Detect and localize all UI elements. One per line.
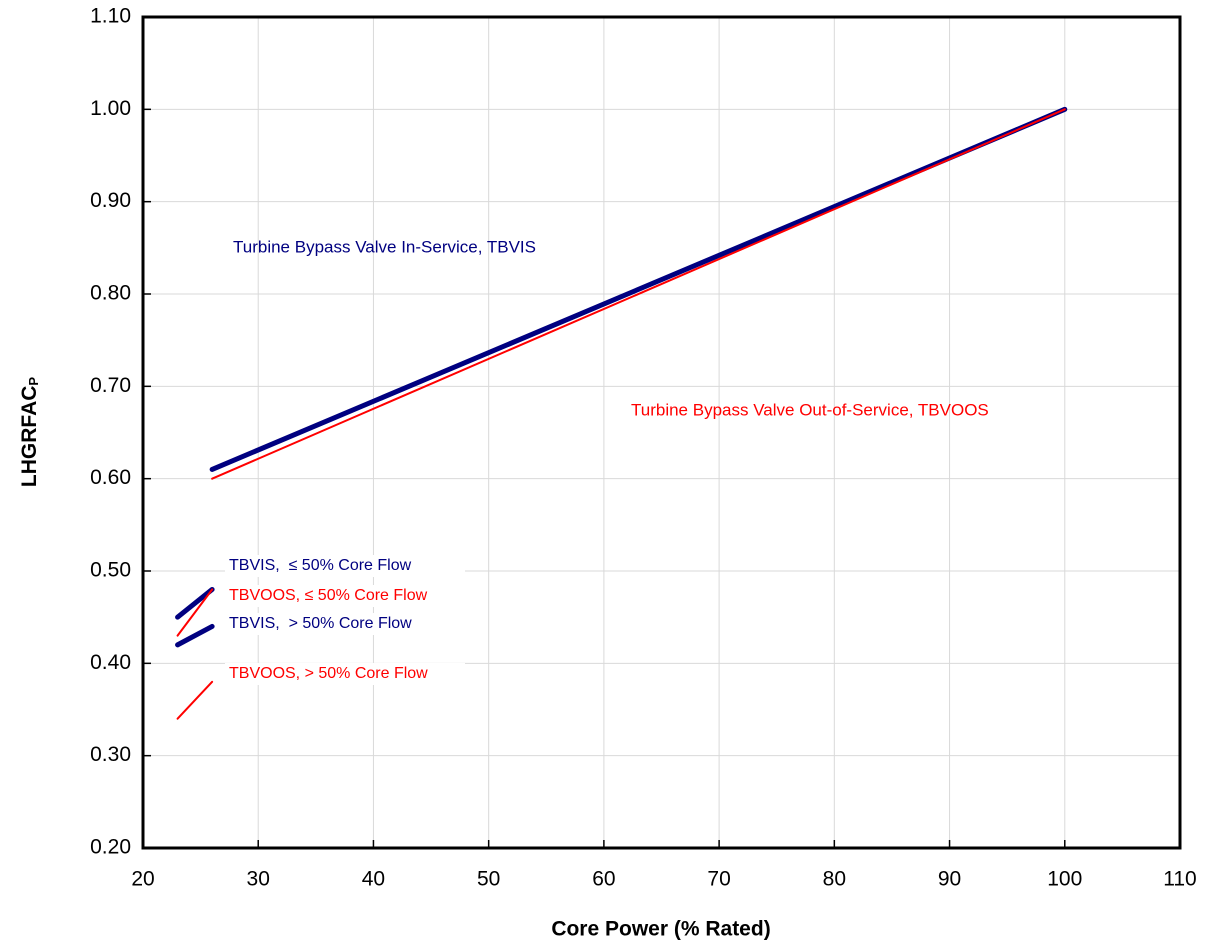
x-tick-label: 40 xyxy=(362,868,385,891)
label-background xyxy=(225,555,465,577)
y-tick-label: 0.60 xyxy=(90,466,131,489)
y-tick-label: 0.30 xyxy=(90,743,131,766)
series-line xyxy=(175,586,215,620)
y-tick-label: 1.00 xyxy=(90,97,131,120)
x-tick-label: 60 xyxy=(592,868,615,891)
label-background xyxy=(225,585,465,607)
x-tick-label: 90 xyxy=(938,868,961,891)
series-line xyxy=(209,106,1068,472)
series-label: TBVIS, ≤ 50% Core Flow xyxy=(229,557,412,574)
x-tick-label: 20 xyxy=(131,868,154,891)
x-tick-label: 30 xyxy=(247,868,270,891)
series-label: Turbine Bypass Valve Out-of-Service, TBV… xyxy=(631,400,989,419)
plot-frame xyxy=(141,15,1182,850)
y-axis-label-main: LHGRFAC xyxy=(18,386,41,488)
label-background xyxy=(225,613,465,635)
y-tick-label: 0.50 xyxy=(90,559,131,582)
series-line xyxy=(176,588,214,637)
series-label: Turbine Bypass Valve In-Service, TBVIS xyxy=(233,237,536,256)
y-tick-label: 0.40 xyxy=(90,651,131,674)
x-tick-label: 80 xyxy=(823,868,846,891)
x-axis-label: Core Power (% Rated) xyxy=(551,918,770,941)
series-label: TBVIS, > 50% Core Flow xyxy=(229,615,412,632)
x-tick-label: 70 xyxy=(707,868,730,891)
y-tick-label: 0.80 xyxy=(90,282,131,305)
series-label: TBVOOS, > 50% Core Flow xyxy=(229,665,428,682)
x-tick-label: 50 xyxy=(477,868,500,891)
series-line xyxy=(175,623,215,648)
y-tick-label: 0.70 xyxy=(90,374,131,397)
series-label: TBVOOS, ≤ 50% Core Flow xyxy=(229,587,428,604)
y-tick-label: 1.10 xyxy=(90,5,131,28)
series-line xyxy=(211,108,1066,480)
label-background xyxy=(225,663,465,685)
y-tick-label: 0.20 xyxy=(90,836,131,859)
y-axis-label-sub: P xyxy=(26,377,41,386)
y-tick-label: 0.90 xyxy=(90,189,131,212)
y-axis-label: LHGRFACP xyxy=(18,377,42,488)
series-line xyxy=(176,680,214,720)
x-tick-label: 100 xyxy=(1047,868,1082,891)
x-tick-label: 110 xyxy=(1163,868,1196,891)
